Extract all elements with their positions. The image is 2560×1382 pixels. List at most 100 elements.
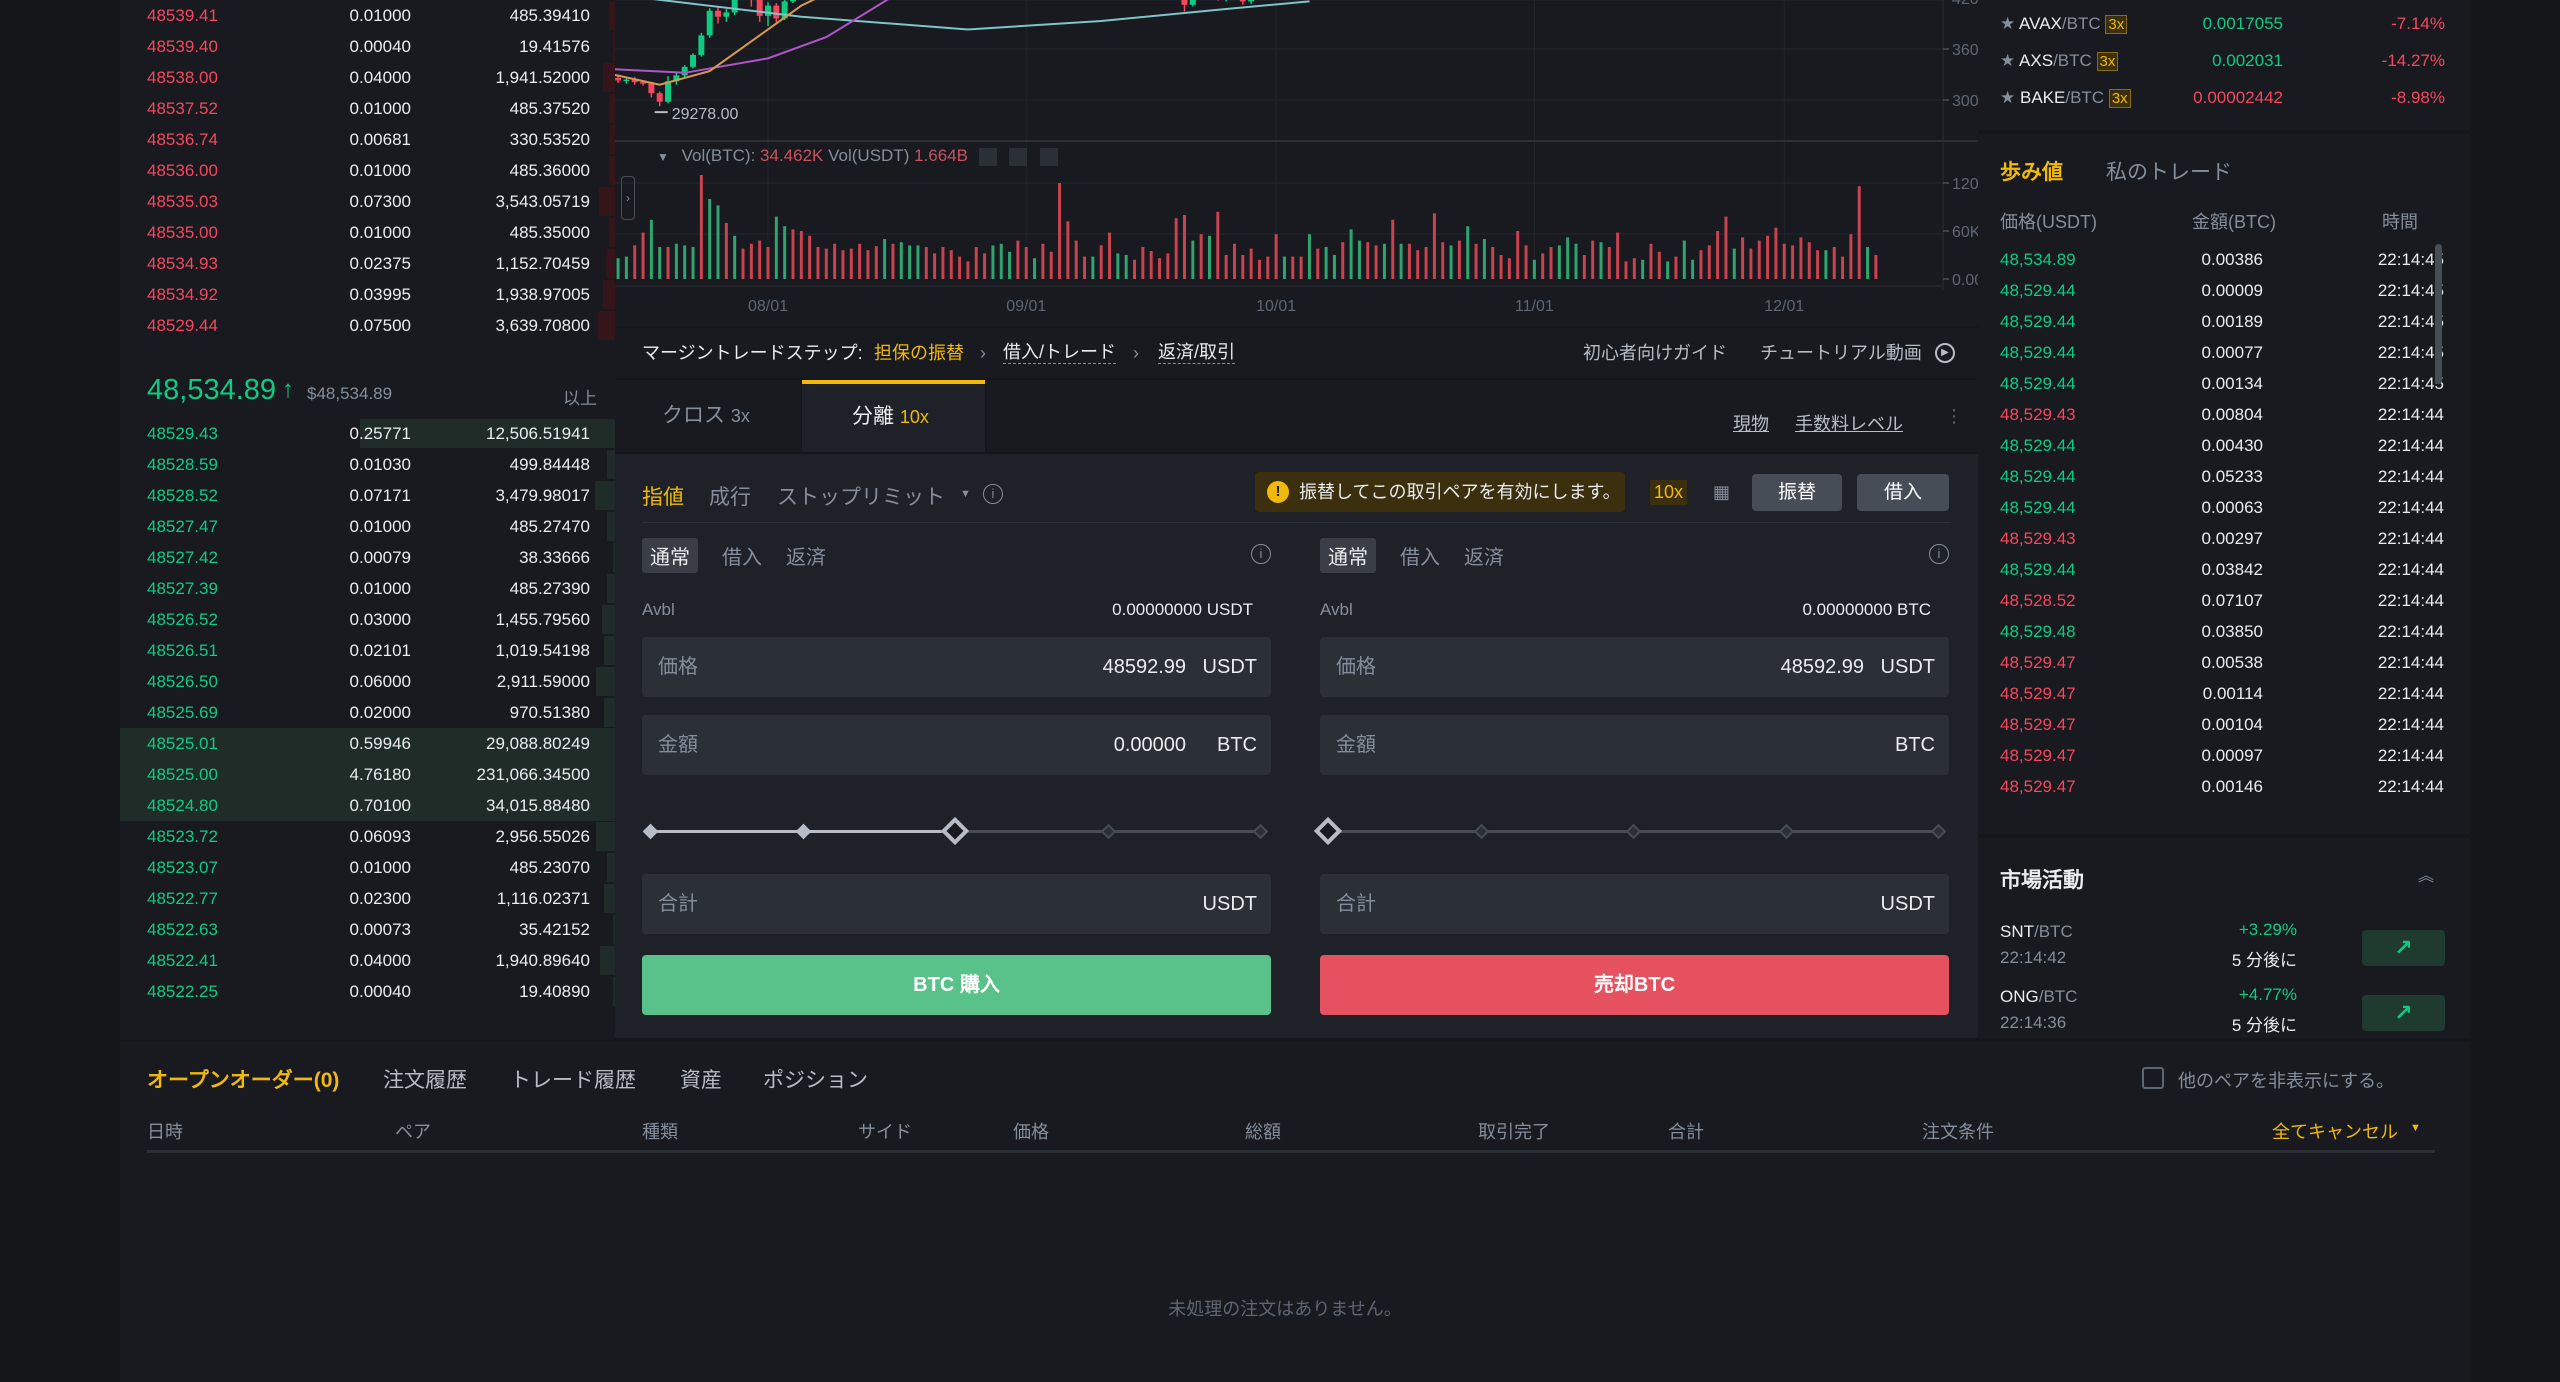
order-type-stop-limit[interactable]: ストップリミット <box>777 486 945 509</box>
slider-step[interactable] <box>1625 823 1642 840</box>
orders-tab[interactable]: ポジション <box>763 1069 868 1092</box>
fee-level-link[interactable]: 手数料レベル <box>1795 414 1903 434</box>
scrollbar[interactable] <box>2435 244 2442 384</box>
step-transfer-link[interactable]: 担保の振替 <box>874 343 964 363</box>
settings-icon[interactable] <box>1009 147 1028 166</box>
slider-handle[interactable] <box>940 816 970 846</box>
pair-row[interactable]: ★ AXS/BTC 3x 0.002031 -14.27% <box>2000 46 2445 76</box>
bid-row[interactable]: 48528.59 0.01030 499.84448 <box>120 449 615 480</box>
ask-row[interactable]: 48536.00 0.01000 485.36000 <box>120 155 615 186</box>
step-borrow-trade-link[interactable]: 借入/トレード <box>1003 342 1117 364</box>
bid-row[interactable]: 48525.00 4.76180 231,066.34500 <box>120 759 615 790</box>
order-type-limit[interactable]: 指値 <box>642 486 684 509</box>
tab-my-trades[interactable]: 私のトレード <box>2106 161 2232 184</box>
slider-step[interactable] <box>642 823 659 840</box>
pair-row[interactable]: ★ BAKE/BTC 3x 0.00002442 -8.98% <box>2000 83 2445 113</box>
total-input[interactable]: 合計 USDT <box>642 874 1271 934</box>
price-input[interactable]: 価格 48592.99 USDT <box>642 637 1271 697</box>
spot-link[interactable]: 現物 <box>1733 414 1769 434</box>
cancel-all-button[interactable]: 全てキャンセル <box>2272 1122 2398 1142</box>
orders-tab[interactable]: 資産 <box>680 1069 722 1092</box>
bid-row[interactable]: 48527.42 0.00079 38.33666 <box>120 542 615 573</box>
more-link[interactable]: 以上 <box>563 389 597 408</box>
chevron-down-icon[interactable]: ▼ <box>960 488 971 500</box>
buy-button[interactable]: BTC 購入 <box>642 955 1271 1015</box>
order-type-market[interactable]: 成行 <box>709 486 751 509</box>
ask-row[interactable]: 48535.00 0.01000 485.35000 <box>120 217 615 248</box>
ask-row[interactable]: 48539.40 0.00040 19.41576 <box>120 31 615 62</box>
info-icon[interactable]: i <box>1251 544 1271 564</box>
collapse-up-icon[interactable]: ︽ <box>2418 868 2435 885</box>
star-icon[interactable]: ★ <box>2000 51 2016 70</box>
bid-row[interactable]: 48525.01 0.59946 29,088.80249 <box>120 728 615 759</box>
subtab-borrow[interactable]: 借入 <box>722 547 762 569</box>
step-repay-link[interactable]: 返済/取引 <box>1158 342 1236 364</box>
slider-step[interactable] <box>1473 823 1489 840</box>
play-icon[interactable]: ▶ <box>1935 343 1955 363</box>
amount-slider[interactable] <box>1313 816 1947 846</box>
close-icon[interactable] <box>1040 147 1059 166</box>
tutorial-video-link[interactable]: チュートリアル動画 <box>1760 343 1922 363</box>
bid-row[interactable]: 48523.07 0.01000 485.23070 <box>120 852 615 883</box>
orders-tab[interactable]: オープンオーダー(0) <box>147 1069 340 1092</box>
ask-row[interactable]: 48529.44 0.07500 3,639.70800 <box>120 310 615 341</box>
slider-step[interactable] <box>1930 823 1947 840</box>
transfer-button[interactable]: 振替 <box>1752 474 1842 511</box>
activity-item[interactable]: ONG/BTC 22:14:36 +4.77% 5 分後に ↗ <box>2000 983 2445 1043</box>
subtab-normal[interactable]: 通常 <box>1320 538 1376 573</box>
total-input[interactable]: 合計 USDT <box>1320 874 1949 934</box>
amount-slider[interactable] <box>642 816 1269 846</box>
tab-isolated[interactable]: 分離 10x <box>802 380 985 452</box>
bid-row[interactable]: 48527.39 0.01000 485.27390 <box>120 573 615 604</box>
bid-row[interactable]: 48522.77 0.02300 1,116.02371 <box>120 883 615 914</box>
hide-pairs-checkbox[interactable] <box>2142 1067 2164 1089</box>
sell-button[interactable]: 売却BTC <box>1320 955 1949 1015</box>
slider-step[interactable] <box>1778 823 1794 840</box>
bid-row[interactable]: 48525.69 0.02000 970.51380 <box>120 697 615 728</box>
bid-row[interactable]: 48524.80 0.70100 34,015.88480 <box>120 790 615 821</box>
star-icon[interactable]: ★ <box>2000 14 2016 33</box>
amount-input[interactable]: 金額 BTC <box>1320 715 1949 775</box>
ask-row[interactable]: 48534.92 0.03995 1,938.97005 <box>120 279 615 310</box>
ask-row[interactable]: 48538.00 0.04000 1,941.52000 <box>120 62 615 93</box>
slider-step[interactable] <box>795 823 811 840</box>
bid-row[interactable]: 48526.51 0.02101 1,019.54198 <box>120 635 615 666</box>
leverage-badge[interactable]: 10x <box>1650 480 1688 505</box>
chevron-down-icon[interactable]: ▼ <box>2410 1122 2421 1134</box>
eye-icon[interactable] <box>978 147 997 166</box>
orders-tab[interactable]: トレード履歴 <box>510 1069 636 1092</box>
borrow-button[interactable]: 借入 <box>1857 474 1949 511</box>
ask-row[interactable]: 48537.52 0.01000 485.37520 <box>120 93 615 124</box>
bid-row[interactable]: 48522.41 0.04000 1,940.89640 <box>120 945 615 976</box>
subtab-repay[interactable]: 返済 <box>786 547 826 569</box>
bid-row[interactable]: 48529.43 0.25771 12,506.51941 <box>120 418 615 449</box>
price-chart[interactable]: 29278.00 42000.00 36000.00 30000.00 120K 60K 0… <box>615 0 1978 326</box>
slider-step[interactable] <box>1252 823 1269 840</box>
tab-market-trades[interactable]: 歩み値 <box>2000 161 2063 184</box>
calculator-icon[interactable]: ▦ <box>1713 482 1731 502</box>
orders-tab[interactable]: 注文履歴 <box>383 1069 467 1092</box>
bid-row[interactable]: 48528.52 0.07171 3,479.98017 <box>120 480 615 511</box>
activity-item[interactable]: SNT/BTC 22:14:42 +3.29% 5 分後に ↗ <box>2000 918 2445 978</box>
bid-row[interactable]: 48526.50 0.06000 2,911.59000 <box>120 666 615 697</box>
collapse-icon[interactable]: ▼ <box>657 150 669 164</box>
info-icon[interactable]: i <box>983 484 1003 504</box>
bid-row[interactable]: 48522.63 0.00073 35.42152 <box>120 914 615 945</box>
slider-step[interactable] <box>1100 823 1116 840</box>
bid-row[interactable]: 48527.47 0.01000 485.27470 <box>120 511 615 542</box>
ask-row[interactable]: 48536.74 0.00681 330.53520 <box>120 124 615 155</box>
price-input[interactable]: 価格 48592.99 USDT <box>1320 637 1949 697</box>
beginner-guide-link[interactable]: 初心者向けガイド <box>1583 343 1727 363</box>
ask-row[interactable]: 48535.03 0.07300 3,543.05719 <box>120 186 615 217</box>
subtab-repay[interactable]: 返済 <box>1464 547 1504 569</box>
star-icon[interactable]: ★ <box>2000 88 2016 107</box>
trend-up-icon[interactable]: ↗ <box>2362 930 2445 966</box>
bid-row[interactable]: 48522.25 0.00040 19.40890 <box>120 976 615 1007</box>
subtab-normal[interactable]: 通常 <box>642 538 698 573</box>
expand-sidebar-button[interactable]: › <box>621 176 635 220</box>
tab-cross[interactable]: クロス 3x <box>615 380 801 452</box>
hide-pairs-label[interactable]: 他のペアを非表示にする。 <box>2178 1071 2395 1091</box>
subtab-borrow[interactable]: 借入 <box>1400 547 1440 569</box>
bid-row[interactable]: 48526.52 0.03000 1,455.79560 <box>120 604 615 635</box>
trend-up-icon[interactable]: ↗ <box>2362 995 2445 1031</box>
